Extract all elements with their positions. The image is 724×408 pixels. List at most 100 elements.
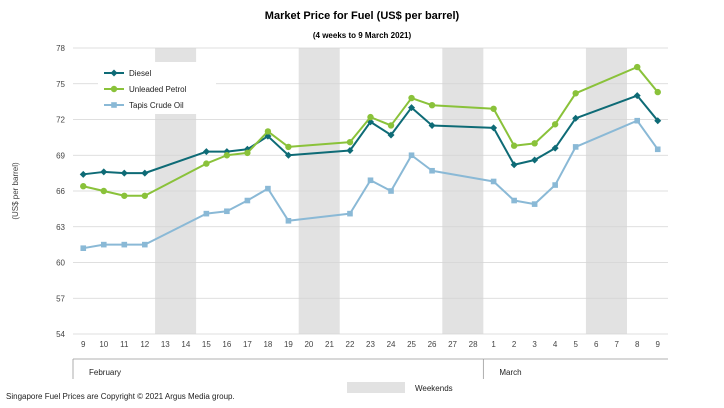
data-point — [408, 152, 415, 159]
legend-label: Diesel — [129, 69, 151, 78]
data-point — [510, 161, 518, 169]
month-label: March — [499, 368, 521, 377]
legend-label: Unleaded Petrol — [129, 85, 187, 94]
x-tick-label: 25 — [407, 340, 416, 349]
data-point — [408, 94, 415, 102]
x-tick-label: 18 — [263, 340, 272, 349]
data-point — [223, 152, 231, 159]
chart-title: Market Price for Fuel (US$ per barrel) — [265, 10, 460, 22]
gridlines — [73, 47, 668, 335]
x-tick-label: 27 — [448, 340, 457, 349]
x-tick-label: 14 — [181, 340, 190, 349]
data-point — [408, 104, 416, 112]
y-tick-label: 69 — [56, 151, 65, 160]
data-point — [265, 185, 271, 192]
data-point — [531, 140, 538, 147]
data-point — [244, 149, 251, 157]
data-point — [346, 146, 354, 154]
data-point — [100, 241, 107, 248]
data-point — [285, 217, 292, 224]
data-point — [531, 201, 538, 207]
data-point — [121, 241, 128, 248]
x-tick-label: 12 — [140, 340, 149, 349]
data-point — [100, 187, 107, 195]
data-point — [552, 182, 558, 188]
x-tick-label: 21 — [325, 340, 334, 349]
x-axis: 9 10 11 12 13 14 15 16 17 18 19 20 21 22 23 24 25 26 27 28 1… — [72, 340, 668, 379]
x-tick-label: 9 — [656, 340, 661, 349]
x-tick-label: 10 — [99, 340, 108, 349]
x-tick-label: 1 — [491, 340, 496, 349]
data-point — [511, 197, 517, 204]
x-tick-label: 8 — [635, 340, 640, 349]
x-tick-label: 3 — [532, 340, 537, 349]
copyright-footer: Singapore Fuel Prices are Copyright © 20… — [6, 392, 235, 401]
data-point — [490, 124, 498, 132]
data-point — [572, 90, 579, 97]
data-point — [346, 138, 354, 146]
x-tick-label: 7 — [614, 340, 619, 349]
data-point — [387, 131, 395, 139]
legend: Diesel Unleaded Petrol Tapis Crude Oil — [98, 62, 216, 114]
x-tick-label: 26 — [428, 340, 437, 349]
data-point — [264, 128, 272, 135]
x-tick-label: 16 — [222, 340, 231, 349]
data-point — [80, 183, 87, 190]
x-tick-label: 15 — [202, 340, 211, 349]
data-point — [551, 144, 559, 152]
month-label: February — [89, 368, 121, 377]
data-point — [100, 168, 108, 176]
data-point — [510, 142, 518, 149]
data-point — [633, 92, 641, 100]
x-tick-label: 17 — [243, 340, 252, 349]
data-point — [531, 156, 539, 164]
x-tick-label: 13 — [161, 340, 170, 349]
x-tick-label: 23 — [366, 340, 375, 349]
data-point — [572, 144, 579, 150]
x-tick-label: 5 — [573, 340, 578, 349]
legend-marker — [110, 69, 118, 77]
data-point — [142, 241, 148, 248]
weekend-legend-label: Weekends — [415, 384, 453, 393]
y-tick-label: 60 — [56, 259, 65, 268]
data-point — [654, 146, 661, 153]
x-tick-label: 24 — [387, 340, 396, 349]
x-tick-label: 9 — [81, 340, 86, 349]
x-tick-label: 22 — [346, 340, 355, 349]
chart-subtitle: (4 weeks to 9 March 2021) — [313, 31, 412, 40]
y-axis: 54 57 60 63 66 69 72 75 78 — [56, 44, 65, 339]
data-point — [120, 169, 128, 177]
data-point — [551, 121, 559, 128]
data-point — [141, 169, 149, 177]
data-point — [203, 210, 210, 217]
x-tick-label: 4 — [553, 340, 558, 349]
data-point — [490, 178, 497, 185]
data-point — [347, 210, 353, 217]
x-tick-label: 20 — [304, 340, 313, 349]
data-point — [490, 105, 497, 112]
x-tick-label: 6 — [594, 340, 599, 349]
data-point — [121, 192, 128, 199]
data-point — [284, 151, 292, 159]
legend-marker — [111, 102, 117, 108]
weekend-legend-swatch — [347, 382, 405, 393]
x-tick-label: 19 — [284, 340, 293, 349]
data-point — [203, 160, 210, 167]
y-tick-label: 63 — [56, 223, 65, 232]
data-point — [285, 143, 292, 151]
data-point — [388, 188, 394, 194]
data-point — [654, 117, 662, 125]
data-point — [141, 192, 149, 199]
x-tick-label: 2 — [512, 340, 517, 349]
data-point — [634, 117, 641, 124]
data-point — [367, 113, 374, 121]
data-point — [387, 122, 395, 129]
y-tick-label: 54 — [56, 330, 65, 339]
legend-marker — [110, 85, 118, 93]
data-point — [428, 102, 436, 109]
y-tick-label: 75 — [56, 80, 65, 89]
data-point — [80, 245, 87, 251]
y-tick-label: 66 — [56, 187, 65, 196]
data-point — [79, 170, 87, 178]
